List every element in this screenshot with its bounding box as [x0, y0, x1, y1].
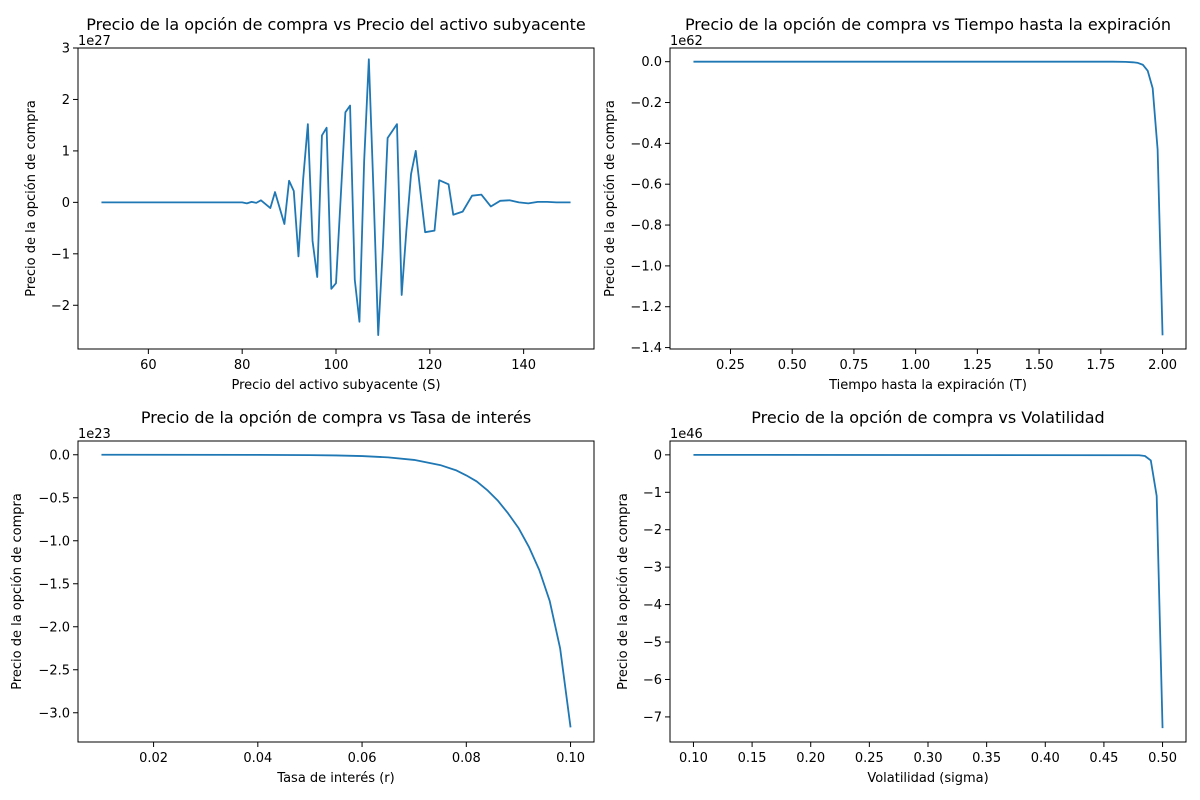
y-tick-label: −1.5	[38, 577, 70, 592]
x-tick-label: 1.50	[1025, 358, 1054, 373]
series-line	[101, 453, 572, 728]
chart-title: Precio de la opción de compra vs Precio …	[86, 15, 586, 34]
y-tick-label: −0.5	[38, 491, 70, 506]
y-tick-label: −2	[51, 299, 70, 314]
y-axis-label: Precio de la opción de compra	[10, 493, 25, 690]
chart-title: Precio de la opción de compra vs Volatil…	[751, 408, 1104, 427]
x-tick-label: 0.06	[348, 751, 377, 766]
chart-title: Precio de la opción de compra vs Tiempo …	[685, 15, 1171, 34]
y-axis-label: Precio de la opción de compra	[603, 100, 618, 297]
axes-frame	[77, 440, 595, 743]
y-tick-label: −2	[643, 523, 662, 538]
x-tick-label: 0.15	[738, 751, 767, 766]
series-line	[693, 453, 1164, 729]
chart-title: Precio de la opción de compra vs Tasa de…	[141, 408, 531, 427]
x-tick-label: 0.02	[139, 751, 168, 766]
x-tick-label: 0.40	[1031, 751, 1060, 766]
x-tick-label: 100	[324, 358, 349, 373]
x-tick-label: 0.75	[839, 358, 868, 373]
x-tick-label: 0.50	[778, 358, 807, 373]
x-tick-label: 0.04	[243, 751, 272, 766]
x-tick-label: 0.45	[1089, 751, 1118, 766]
x-axis-label: Tasa de interés (r)	[276, 771, 394, 786]
y-axis-multiplier: 1e23	[78, 427, 111, 442]
y-axis-multiplier: 1e46	[670, 427, 703, 442]
y-tick-label: −0.6	[630, 178, 662, 193]
x-tick-label: 0.08	[452, 751, 481, 766]
y-tick-label: −1	[643, 486, 662, 501]
y-tick-label: −1	[51, 247, 70, 262]
y-tick-label: −3.0	[38, 706, 70, 721]
y-tick-label: 0.0	[641, 55, 662, 70]
y-tick-label: −1.0	[630, 259, 662, 274]
axes-frame	[669, 47, 1187, 350]
subplot-2: Precio de la opción de compra vs Tiempo …	[603, 15, 1187, 393]
y-axis-multiplier: 1e27	[78, 34, 111, 49]
y-tick-label: 1	[62, 144, 70, 159]
x-tick-label: 0.25	[855, 751, 884, 766]
y-tick-label: −1.4	[630, 341, 662, 356]
x-tick-label: 1.00	[901, 358, 930, 373]
y-tick-label: 2	[62, 93, 70, 108]
subplot-1: Precio de la opción de compra vs Precio …	[24, 15, 595, 393]
y-axis-label: Precio de la opción de compra	[616, 493, 631, 690]
x-tick-label: 0.35	[972, 751, 1001, 766]
y-tick-label: −3	[643, 561, 662, 576]
y-axis-multiplier: 1e62	[670, 34, 703, 49]
y-axis-label: Precio de la opción de compra	[24, 100, 39, 297]
x-tick-label: 60	[140, 358, 157, 373]
subplot-4: Precio de la opción de compra vs Volatil…	[616, 408, 1187, 786]
x-tick-label: 120	[417, 358, 442, 373]
subplot-3: Precio de la opción de compra vs Tasa de…	[10, 408, 595, 786]
y-tick-label: −2.5	[38, 663, 70, 678]
y-tick-label: −6	[643, 673, 662, 688]
series-line	[101, 58, 571, 337]
x-tick-label: 2.00	[1148, 358, 1177, 373]
y-tick-label: −5	[643, 636, 662, 651]
x-tick-label: 0.25	[716, 358, 745, 373]
y-tick-label: −0.8	[630, 219, 662, 234]
y-tick-label: −0.2	[630, 96, 662, 111]
series-line	[693, 60, 1164, 336]
axes-frame	[669, 440, 1187, 743]
x-tick-label: 0.20	[796, 751, 825, 766]
axes-frame	[77, 47, 595, 350]
y-tick-label: −0.4	[630, 137, 662, 152]
x-axis-label: Precio del activo subyacente (S)	[231, 378, 440, 393]
y-tick-label: 3	[62, 42, 70, 57]
x-tick-label: 80	[234, 358, 251, 373]
x-tick-label: 1.75	[1086, 358, 1115, 373]
x-tick-label: 140	[511, 358, 536, 373]
y-tick-label: −2.0	[38, 620, 70, 635]
y-tick-label: −1.2	[630, 300, 662, 315]
x-tick-label: 0.50	[1148, 751, 1177, 766]
x-tick-label: 1.25	[963, 358, 992, 373]
y-tick-label: −7	[643, 710, 662, 725]
x-tick-label: 0.30	[914, 751, 943, 766]
y-tick-label: −1.0	[38, 534, 70, 549]
x-tick-label: 0.10	[679, 751, 708, 766]
x-tick-label: 0.10	[556, 751, 585, 766]
x-axis-label: Tiempo hasta la expiración (T)	[828, 378, 1027, 393]
y-tick-label: 0	[654, 448, 662, 463]
x-axis-label: Volatilidad (sigma)	[867, 771, 988, 786]
y-tick-label: −4	[643, 598, 662, 613]
y-tick-label: 0.0	[49, 448, 70, 463]
y-tick-label: 0	[62, 196, 70, 211]
